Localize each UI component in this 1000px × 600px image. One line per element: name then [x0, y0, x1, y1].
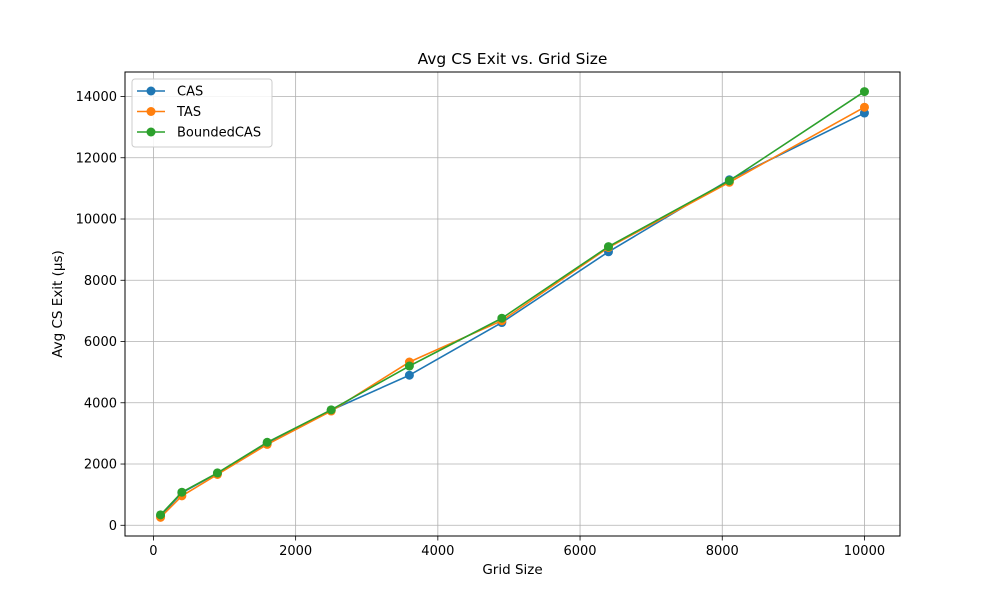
data-point-boundedcas	[859, 87, 869, 97]
series-line-cas	[159, 112, 865, 517]
y-tick-label: 4000	[84, 396, 117, 411]
legend-label: BoundedCAS	[177, 126, 261, 141]
data-point-boundedcas	[156, 510, 166, 520]
series-tas	[156, 102, 869, 522]
legend-marker	[146, 127, 156, 137]
data-point-boundedcas	[603, 242, 613, 252]
y-axis: 0 2000 4000 6000 8000 10000 12000 14000	[76, 90, 125, 534]
y-tick-label: 6000	[84, 335, 117, 350]
data-point-boundedcas	[212, 468, 222, 478]
plot-frame	[124, 71, 901, 537]
data-point-boundedcas	[497, 313, 507, 323]
series-boundedcas	[156, 87, 869, 520]
x-axis-title: Grid Size	[482, 562, 542, 578]
legend: CAS TAS BoundedCAS	[131, 78, 273, 148]
series-line-tas	[159, 106, 865, 518]
y-tick-label: 2000	[84, 458, 117, 473]
series-layer	[156, 87, 869, 522]
data-point-boundedcas	[326, 405, 336, 415]
data-point-boundedcas	[724, 176, 734, 186]
x-tick-label: 6000	[563, 544, 596, 559]
series-line-boundedcas	[159, 90, 865, 516]
legend-marker	[146, 107, 156, 116]
y-tick-label: 0	[109, 519, 117, 534]
x-tick-label: 10000	[844, 544, 885, 559]
y-tick-label: 12000	[76, 151, 117, 166]
y-tick-label: 14000	[76, 90, 117, 105]
legend-box	[131, 78, 273, 148]
data-point-tas	[859, 102, 869, 112]
chart-title: Avg CS Exit vs. Grid Size	[418, 50, 608, 68]
x-tick-label: 2000	[279, 544, 312, 559]
y-tick-label: 10000	[76, 213, 117, 228]
y-tick-label: 8000	[84, 274, 117, 289]
y-axis-title: Avg CS Exit (µs)	[50, 250, 66, 358]
legend-label: TAS	[176, 105, 201, 120]
x-axis: 0 2000 4000 6000 8000 10000	[149, 536, 885, 559]
data-point-boundedcas	[177, 487, 187, 497]
legend-entry-boundedcas: BoundedCAS	[137, 126, 261, 141]
legend-marker	[146, 86, 156, 96]
data-point-cas	[404, 370, 414, 380]
x-tick-label: 0	[149, 544, 157, 559]
legend-entry-cas: CAS	[137, 85, 203, 100]
data-point-boundedcas	[404, 361, 414, 371]
x-tick-label: 8000	[706, 544, 739, 559]
legend-label: CAS	[177, 85, 203, 100]
legend-entry-tas: TAS	[137, 105, 201, 120]
x-tick-label: 4000	[421, 544, 454, 559]
grid-lines	[125, 72, 900, 536]
series-cas	[156, 108, 869, 521]
data-point-boundedcas	[262, 437, 272, 447]
